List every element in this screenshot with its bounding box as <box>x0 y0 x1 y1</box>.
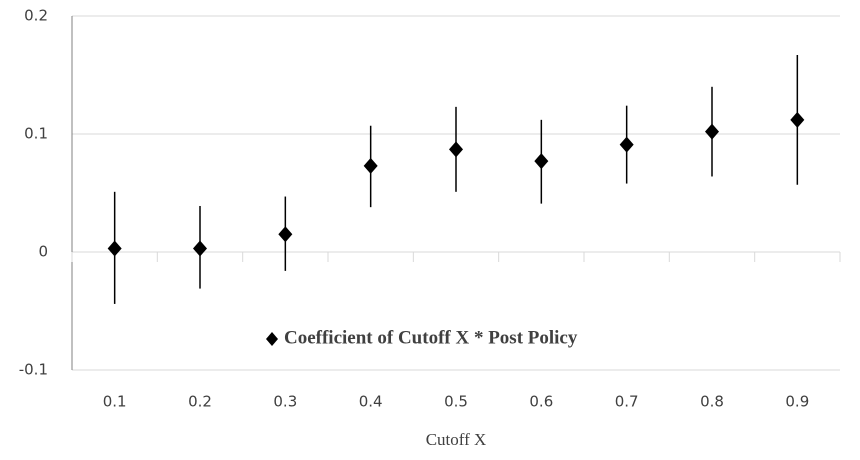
y-tick-label: 0 <box>38 243 48 261</box>
legend-marker <box>266 332 278 346</box>
legend-label: Coefficient of Cutoff X * Post Policy <box>284 327 578 348</box>
point <box>619 136 634 153</box>
point <box>278 226 293 243</box>
x-tick-label: 0.6 <box>529 393 553 411</box>
x-tick-label: 0.3 <box>273 393 297 411</box>
point <box>534 153 549 170</box>
x-tick-label: 0.8 <box>700 393 724 411</box>
x-tick-label: 0.7 <box>615 393 639 411</box>
x-axis-title: Cutoff X <box>426 430 487 449</box>
x-tick-label: 0.2 <box>188 393 212 411</box>
x-tick-label: 0.4 <box>359 393 383 411</box>
x-tick-label: 0.5 <box>444 393 468 411</box>
y-tick-label: 0.1 <box>24 125 48 143</box>
point <box>449 141 463 158</box>
y-tick-label: 0.2 <box>24 7 48 25</box>
x-tick-label: 0.9 <box>785 393 809 411</box>
y-tick-label: -0.1 <box>19 361 48 379</box>
point <box>363 157 378 174</box>
point <box>193 240 207 257</box>
point <box>705 123 719 140</box>
point <box>107 240 122 257</box>
x-tick-label: 0.1 <box>103 393 127 411</box>
point <box>790 111 805 128</box>
